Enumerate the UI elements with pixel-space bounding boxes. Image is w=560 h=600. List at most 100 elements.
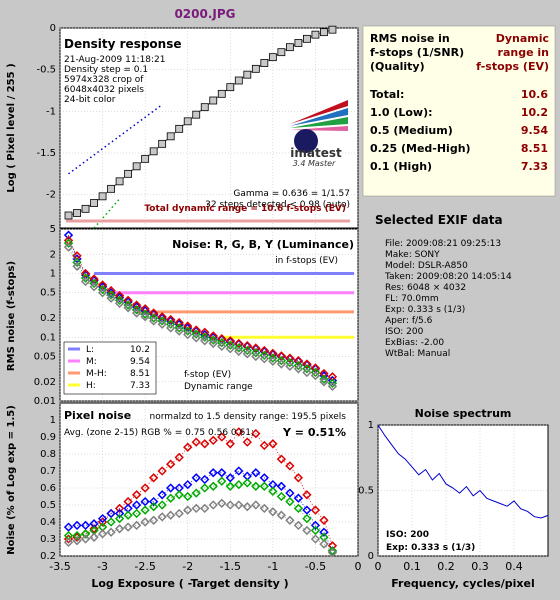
- density-y-tick-label: 0: [50, 23, 56, 34]
- density-point: [124, 169, 133, 178]
- imatest-logo: imatest 3.4 Master: [290, 100, 348, 168]
- density-grid: [59, 27, 359, 228]
- noise-point: [217, 338, 227, 348]
- noise-point: [166, 323, 176, 333]
- spectrum-panel: Noise spectrum 0 0.1 0.2 0.3 0.4 0 0.5 1 ISO: 2…: [358, 407, 549, 590]
- density-info-line: 5974x328 crop of: [64, 75, 144, 85]
- noise-point: [97, 288, 108, 298]
- pixel-point: [72, 520, 82, 531]
- rms-row-name: 0.5 (Medium): [370, 124, 453, 137]
- noise-y-tick-label: 1: [50, 269, 56, 280]
- pixel-point: [200, 474, 210, 485]
- pixel-point: [183, 491, 193, 502]
- pixel-point: [327, 546, 338, 556]
- noise-series-line: [68, 240, 333, 378]
- pixel-point: [166, 459, 176, 469]
- density-green-line: [93, 198, 121, 229]
- pixel-point: [183, 505, 193, 515]
- density-point: [268, 53, 277, 62]
- density-point: [132, 162, 141, 171]
- spectrum-heading: Noise spectrum: [415, 407, 512, 420]
- spectrum-grid: [377, 424, 548, 557]
- pixel-point: [259, 473, 270, 483]
- pixel-series-line: [68, 502, 333, 553]
- pixel-point: [285, 496, 295, 507]
- logo-text: imatest: [290, 146, 342, 160]
- noise-point: [276, 359, 287, 369]
- noise-point: [327, 375, 338, 386]
- noise-point: [327, 378, 338, 388]
- noise-panel: 5 2 1 0.5 0.2 0.1 0.05 0.02 0.01 Noise: R, G, B,…: [6, 224, 359, 407]
- noise-point: [225, 344, 235, 354]
- noise-point: [293, 364, 304, 374]
- pixel-point: [131, 520, 142, 531]
- pixel-point: [276, 491, 287, 502]
- noise-point: [191, 329, 201, 339]
- pixel-point: [310, 525, 321, 536]
- rms-row-value: 10.6: [521, 88, 548, 101]
- rms-head-left-line: RMS noise in: [370, 32, 450, 45]
- pixel-point: [148, 502, 159, 512]
- rms-head-right-line: f-stops (EV): [476, 60, 549, 73]
- density-y-tick-label: -1: [46, 106, 56, 117]
- pixel-point: [191, 473, 201, 483]
- pixel-y-tick-label: 0.9: [40, 432, 56, 443]
- pixel-point: [293, 493, 304, 503]
- pixel-point: [123, 522, 133, 532]
- noise-point: [268, 356, 278, 366]
- gamma-text: Gamma = 0.636 = 1/1.57: [233, 189, 350, 199]
- noise-y-tick-label: 5: [50, 224, 56, 235]
- density-point: [107, 184, 115, 193]
- pixel-point: [80, 534, 91, 544]
- noise-point: [208, 338, 218, 349]
- legend-label: H:: [86, 381, 96, 391]
- noise-point: [72, 261, 82, 271]
- spectrum-x-tick-label: 0.2: [437, 560, 455, 573]
- legend-value: 9.54: [130, 357, 150, 367]
- pixel-norm-text: normalzd to 1.5 density range: 195.5 pix…: [150, 412, 347, 422]
- density-point: [149, 147, 158, 156]
- noise-y-tick-label: 0.2: [40, 313, 56, 324]
- noise-subheading: in f-stops (EV): [275, 256, 338, 266]
- legend-value: 8.51: [130, 369, 150, 379]
- pixel-y-tick-label: 0.3: [40, 534, 56, 545]
- noise-y-tick-label: 0.02: [34, 377, 56, 388]
- figure-title: 0200.JPG: [174, 7, 235, 21]
- rms-row-value: 7.33: [521, 160, 548, 173]
- pixel-series: [63, 427, 338, 558]
- exif-line: ExBias: -2.00: [385, 338, 444, 348]
- density-point: [98, 192, 107, 201]
- pixel-point: [174, 490, 184, 500]
- exif-line: Taken: 2009:08:20 14:05:14: [384, 272, 512, 282]
- noise-point: [174, 317, 184, 328]
- pixel-point: [310, 505, 321, 515]
- noise-point: [97, 284, 108, 295]
- pixel-point: [225, 481, 235, 491]
- pixel-point: [302, 525, 312, 536]
- pixel-point: [191, 503, 201, 514]
- density-point: [90, 199, 98, 207]
- noise-point: [63, 242, 74, 252]
- noise-point: [123, 300, 133, 310]
- spectrum-x-tick-label: 0.3: [471, 560, 489, 573]
- pixel-point: [131, 490, 142, 500]
- pixel-point: [63, 522, 74, 532]
- pixel-point: [114, 508, 125, 519]
- spectrum-y-tick-label: 0: [368, 551, 374, 562]
- noise-point: [63, 238, 74, 248]
- pixel-point: [242, 478, 252, 488]
- pixel-point: [259, 481, 270, 491]
- density-y-tick-label: -0.5: [36, 65, 56, 76]
- density-point: [251, 64, 260, 73]
- pixel-point: [302, 505, 312, 515]
- pixel-point: [72, 530, 82, 541]
- pixel-point: [114, 513, 125, 524]
- pixel-point: [140, 496, 150, 507]
- pixel-x-tick-label: -2: [182, 560, 193, 573]
- exif-line: Make: SONY: [385, 250, 440, 260]
- pixel-avg-text: Avg. (zone 2-15) RGB % = 0.75 0.56 0.61;: [64, 428, 254, 438]
- pixel-point: [285, 488, 295, 498]
- pixel-x-ticks: -3.5 -3 -2.5 -2 -1.5 -1 -0.5 0: [49, 560, 361, 573]
- pixel-heading: Pixel noise: [64, 409, 131, 422]
